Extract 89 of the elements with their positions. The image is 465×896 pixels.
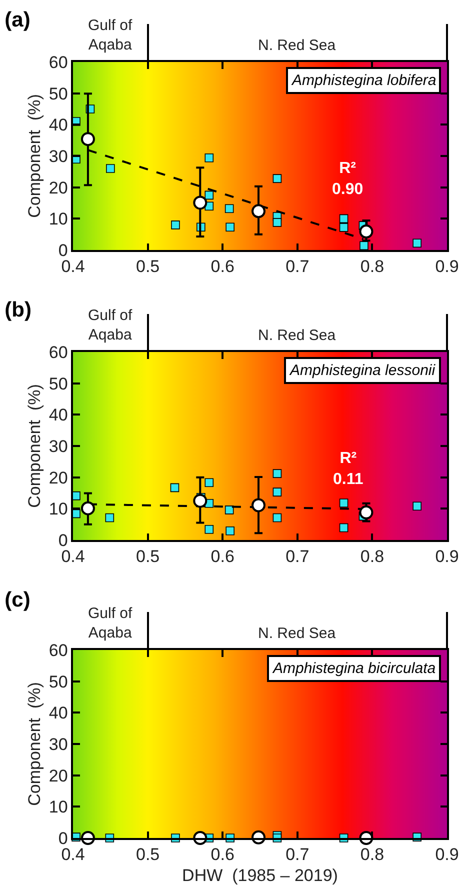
x-tick-label: 0.6 <box>210 547 234 566</box>
text: N. Red Sea <box>258 625 336 642</box>
point <box>339 523 348 532</box>
chart-title: (c) <box>4 588 30 612</box>
point <box>204 478 214 488</box>
y-axis-title: Component (%) <box>24 682 44 806</box>
x-tick-label: 0.5 <box>136 547 160 566</box>
x-tick-label: 0.4 <box>61 547 85 566</box>
text: Gulf of Aqaba <box>88 605 134 642</box>
point <box>339 214 348 224</box>
point <box>359 505 374 520</box>
point <box>272 513 282 522</box>
y-tick-label: 0 <box>58 828 68 848</box>
x-tick-label: 0.7 <box>286 257 310 276</box>
y-tick-label: 10 <box>48 798 68 817</box>
x-tick-label: 0.6 <box>210 257 234 276</box>
point <box>272 174 282 183</box>
y-tick-label: 30 <box>48 146 68 166</box>
x-tick-label: 0.4 <box>61 845 85 864</box>
x-tick-label: 0.4 <box>61 257 85 276</box>
point <box>171 220 180 230</box>
text: N. Red Sea <box>258 37 336 54</box>
text: N. Red Sea <box>258 327 336 344</box>
point <box>170 483 180 492</box>
x-axis-title: DHW (1985 – 2019) <box>182 866 338 886</box>
point <box>252 204 266 218</box>
point <box>272 469 282 478</box>
y-tick-label: 20 <box>48 178 68 198</box>
point <box>224 204 234 214</box>
point <box>204 153 214 162</box>
y-tick-label: 50 <box>48 84 68 104</box>
x-tick-label: 0.7 <box>286 547 310 566</box>
y-tick-label: 50 <box>48 374 68 394</box>
x-tick-label: 0.7 <box>286 845 310 864</box>
point <box>359 224 374 239</box>
y-tick-label: 40 <box>48 704 68 723</box>
y-axis-title: Component (%) <box>24 94 44 218</box>
point <box>360 241 368 250</box>
annotation: R² 0.11 <box>333 450 364 488</box>
y-tick-label: 50 <box>48 672 68 692</box>
point <box>80 501 95 516</box>
y-tick-label: 10 <box>48 500 68 519</box>
y-axis-title: Component (%) <box>24 384 44 508</box>
text: Gulf of Aqaba <box>88 307 134 344</box>
y-tick-label: 40 <box>48 116 68 135</box>
y-tick-label: 60 <box>48 640 68 660</box>
x-tick-label: 0.8 <box>360 547 384 566</box>
x-tick-label: 0.5 <box>136 257 160 276</box>
y-tick-label: 20 <box>48 468 68 488</box>
x-tick-label: 0.9 <box>435 547 459 566</box>
point <box>80 132 95 146</box>
x-tick-label: 0.5 <box>136 845 160 864</box>
point <box>412 502 422 511</box>
y-tick-label: 60 <box>48 52 68 72</box>
y-tick-label: 20 <box>48 766 68 786</box>
point <box>226 526 234 536</box>
annotation: Amphistegina lobifera <box>291 72 436 89</box>
point <box>106 164 115 173</box>
y-tick-label: 30 <box>48 734 68 754</box>
annotation: Amphistegina lessonii <box>289 362 436 379</box>
point <box>252 498 266 512</box>
point <box>339 223 348 232</box>
point <box>272 488 282 496</box>
point <box>412 238 422 248</box>
x-tick-label: 0.9 <box>435 845 459 864</box>
y-tick-label: 30 <box>48 436 68 456</box>
chart-title: (a) <box>4 8 30 32</box>
point <box>272 218 282 227</box>
point <box>204 524 214 534</box>
point <box>204 190 214 200</box>
x-tick-label: 0.6 <box>210 845 234 864</box>
y-tick-label: 40 <box>48 406 68 425</box>
x-tick-label: 0.8 <box>360 845 384 864</box>
annotation: Amphistegina bicirculata <box>272 660 436 677</box>
y-tick-label: 0 <box>58 240 68 260</box>
point <box>339 498 348 508</box>
y-tick-label: 60 <box>48 342 68 362</box>
chart-title: (b) <box>4 298 32 322</box>
point <box>226 222 234 232</box>
point <box>105 513 114 522</box>
point <box>224 506 234 514</box>
y-tick-label: 10 <box>48 210 68 229</box>
point <box>193 494 208 508</box>
point <box>193 196 208 210</box>
annotation: R² 0.90 <box>332 160 364 198</box>
x-tick-label: 0.8 <box>360 257 384 276</box>
text: Gulf of Aqaba <box>88 17 134 54</box>
x-tick-label: 0.9 <box>435 257 459 276</box>
y-tick-label: 0 <box>58 530 68 550</box>
